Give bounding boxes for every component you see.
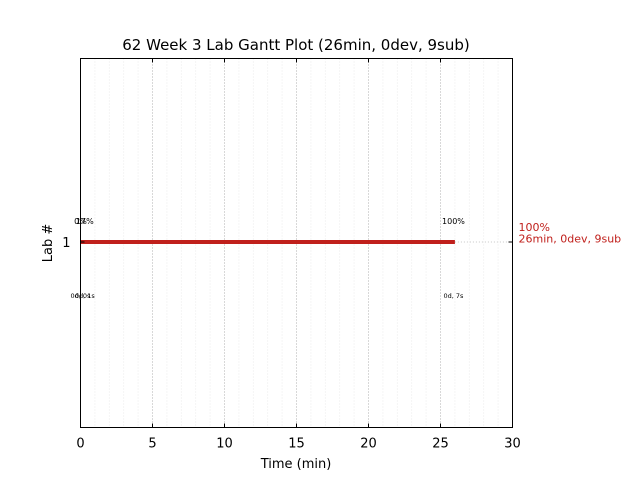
x-tick-label: 0 xyxy=(76,437,84,452)
x-tick-label: 5 xyxy=(148,437,156,452)
y-axis-label: Lab # xyxy=(41,224,56,263)
x-axis: 0 5 10 15 20 25 30 xyxy=(76,58,521,452)
bar-end-detail: 26min, 0dev, 9sub xyxy=(519,233,622,246)
marker-time-label: 0d, 7s xyxy=(443,292,464,300)
chart-title: 62 Week 3 Lab Gantt Plot (26min, 0dev, 9… xyxy=(122,36,469,54)
x-tick-label: 30 xyxy=(504,437,521,452)
x-tick-label: 15 xyxy=(288,437,305,452)
marker-time-label: 0d, 1s xyxy=(75,292,96,300)
x-tick-label: 25 xyxy=(432,437,449,452)
y-axis: 1 xyxy=(62,236,513,251)
bar-end-percent: 100% xyxy=(519,221,550,234)
x-tick-label: 20 xyxy=(360,437,377,452)
y-tick-label: 1 xyxy=(62,236,70,251)
marker-pct-label: 17% xyxy=(76,217,94,226)
marker-pct-label: 100% xyxy=(442,217,465,226)
x-axis-label: Time (min) xyxy=(260,457,332,472)
x-tick-label: 10 xyxy=(216,437,233,452)
